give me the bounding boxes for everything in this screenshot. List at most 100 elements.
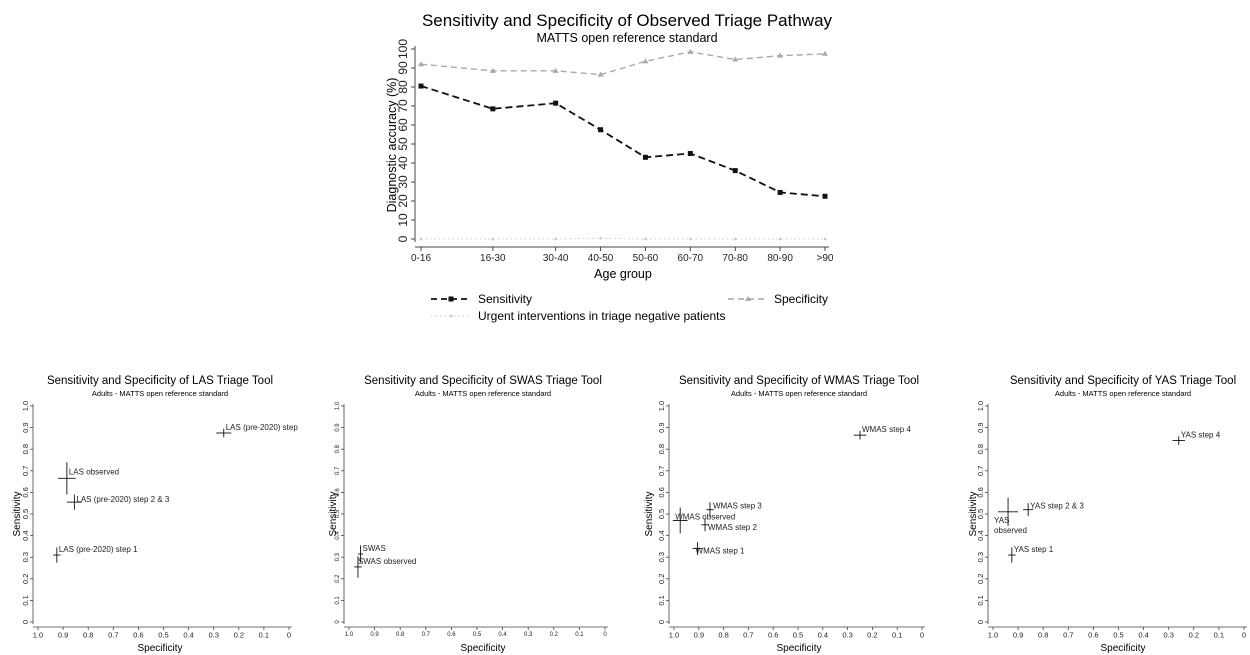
y-tick-label: 0.3 <box>21 552 30 562</box>
x-tick-label: 0.7 <box>108 631 118 640</box>
x-tick-label: 1.0 <box>33 631 43 640</box>
sensitivity-point <box>777 189 783 195</box>
urgent-point <box>644 237 647 241</box>
wmas-panel: Sensitivity and Specificity of WMAS Tria… <box>644 375 925 654</box>
swas-panel: Sensitivity and Specificity of SWAS Tria… <box>328 375 608 654</box>
x-tick-label: >90 <box>817 253 834 264</box>
top-plot-area: 0 10 20 30 40 50 60 70 80 90 100 0-16 16-30 30-40 40-5… <box>396 39 834 264</box>
x-tick-label: 40-50 <box>588 253 614 264</box>
x-tick-label: 1.0 <box>669 631 679 640</box>
y-tick-label: 0.7 <box>21 466 30 476</box>
specificity-point <box>642 58 649 64</box>
y-tick-label: 0.7 <box>335 466 341 475</box>
urgent-point <box>778 237 782 241</box>
y-tick-label: 0 <box>335 620 341 624</box>
x-tick-label: 0.5 <box>793 631 803 640</box>
yas-panel-title: Sensitivity and Specificity of YAS Triag… <box>1010 375 1236 387</box>
series-line-specificity <box>420 51 826 76</box>
y-tick-label: 0.1 <box>335 596 341 605</box>
point-label: YAS step 1 <box>1014 545 1054 554</box>
las-plot-area: 1.0 1.0 0.9 0.9 0.8 0.8 0.7 0.7 0.6 0.6 0.5 0.5 0.4 0… <box>21 401 298 640</box>
x-tick-label: 0.9 <box>694 631 704 640</box>
point-label: SWAS <box>363 544 386 553</box>
y-tick-label: 0.3 <box>335 552 341 561</box>
x-tick-label: 0.2 <box>550 632 559 638</box>
x-tick-label: 16-30 <box>480 253 506 264</box>
urgent-point <box>419 237 423 241</box>
top-chart-ylabel: Diagnostic accuracy (%) <box>385 78 399 213</box>
x-tick-label: 0.6 <box>447 632 456 638</box>
y-tick-label: 0.8 <box>335 444 341 453</box>
x-tick-label: 0.8 <box>83 631 93 640</box>
x-tick-label: 0.2 <box>234 631 244 640</box>
y-tick-label: 0.4 <box>657 530 666 540</box>
top-chart: Sensitivity and Specificity of Observed … <box>385 11 834 323</box>
urgent-point <box>491 237 495 241</box>
x-tick-label: 0.7 <box>743 631 753 640</box>
y-tick-label: 0.2 <box>21 574 30 584</box>
y-tick-label: 60 <box>396 118 410 132</box>
y-tick-label: 0.6 <box>657 487 666 497</box>
x-tick-label: 0.9 <box>370 632 379 638</box>
legend-urgent-label: Urgent interventions in triage negative … <box>478 309 725 323</box>
yas-panel-xlabel: Specificity <box>1100 643 1145 654</box>
point-label: YAS step 2 & 3 <box>1030 502 1084 511</box>
x-tick-label: 0.5 <box>473 632 482 638</box>
swas-panel-ylabel: Sensitivity <box>328 491 339 536</box>
x-tick-label: 0.9 <box>58 631 68 640</box>
legend-specificity-marker <box>745 296 751 301</box>
swas-panel-title: Sensitivity and Specificity of SWAS Tria… <box>364 375 602 387</box>
x-tick-label: 80-90 <box>767 253 793 264</box>
urgent-point <box>823 237 827 241</box>
y-tick-label: 30 <box>396 175 410 189</box>
y-tick-label: 0.3 <box>976 552 985 562</box>
urgent-point <box>554 237 557 241</box>
x-tick-label: 0.1 <box>575 632 584 638</box>
las-panel-xlabel: Specificity <box>137 643 182 654</box>
y-tick-label: 0.5 <box>657 509 666 519</box>
y-tick-label: 1.0 <box>976 401 985 411</box>
legend-sensitivity-label: Sensitivity <box>478 292 532 306</box>
sensitivity-point <box>732 168 738 174</box>
sensitivity-point <box>687 151 693 156</box>
legend-item-sensitivity: Sensitivity <box>431 292 532 306</box>
swas-panel-subtitle: Adults - MATTS open reference standard <box>415 389 551 398</box>
y-tick-label: 0.6 <box>976 487 985 497</box>
x-tick-label: 0.6 <box>1088 631 1098 640</box>
y-tick-label: 50 <box>396 137 410 151</box>
x-tick-label: 70-80 <box>722 253 748 264</box>
x-tick-label: 0.8 <box>1038 631 1048 640</box>
wmas-panel-title: Sensitivity and Specificity of WMAS Tria… <box>679 375 919 387</box>
x-tick-label: 0.6 <box>133 631 143 640</box>
top-chart-xlabel: Age group <box>594 267 652 281</box>
top-chart-legend: Sensitivity Specificity Urgent intervent… <box>431 292 828 323</box>
x-tick-label: 0 <box>603 632 607 638</box>
x-tick-label: 0.1 <box>892 631 902 640</box>
las-panel-title: Sensitivity and Specificity of LAS Triag… <box>47 375 273 387</box>
x-tick-label: 1.0 <box>345 632 354 638</box>
x-tick-label: 0.1 <box>1214 631 1224 640</box>
top-chart-title: Sensitivity and Specificity of Observed … <box>422 11 833 30</box>
x-tick-label: 0.8 <box>396 632 405 638</box>
x-tick-label: 0.6 <box>768 631 778 640</box>
y-tick-label: 0.3 <box>657 552 666 562</box>
x-tick-label: 0-16 <box>411 253 431 264</box>
specificity-point <box>822 50 828 56</box>
point-label: WMAS step 4 <box>862 425 911 434</box>
specificity-point <box>777 52 784 58</box>
y-tick-label: 80 <box>396 80 410 94</box>
specificity-point <box>687 48 694 54</box>
y-tick-label: 0.5 <box>21 509 30 519</box>
specificity-point <box>732 56 739 62</box>
sensitivity-point <box>822 193 828 199</box>
y-tick-label: 0.9 <box>335 423 341 432</box>
y-tick-label: 0.8 <box>21 444 30 454</box>
x-tick-label: 0.5 <box>1113 631 1123 640</box>
legend-sensitivity-marker <box>448 296 454 302</box>
point-label: SWAS observed <box>358 557 416 566</box>
legend-urgent-marker <box>449 314 453 318</box>
urgent-point <box>599 236 602 240</box>
legend-item-urgent: Urgent interventions in triage negative … <box>431 309 725 323</box>
x-tick-label: 1.0 <box>988 631 998 640</box>
x-tick-label: 0.3 <box>1163 631 1173 640</box>
